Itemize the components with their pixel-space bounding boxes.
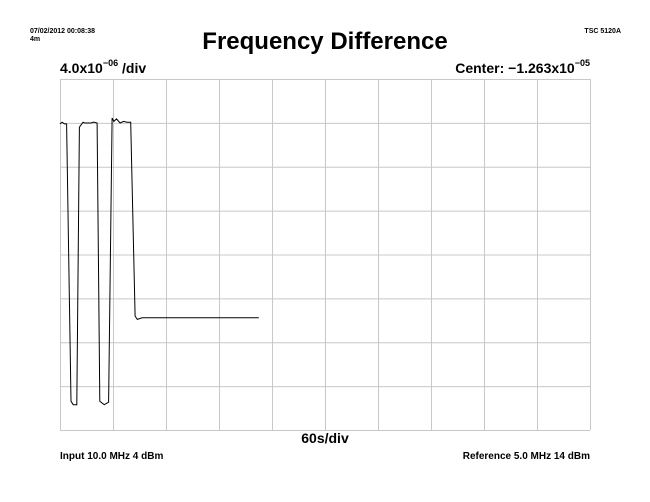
span-label: 4m (30, 36, 41, 43)
horizontal-scale: 60s/div (301, 430, 349, 446)
timestamp: 07/02/2012 00:08:38 (30, 28, 95, 35)
instrument-model: TSC 5120A (584, 28, 621, 35)
reference-info: Reference 5.0 MHz 14 dBm (462, 451, 590, 462)
chart-title: Frequency Difference (202, 28, 448, 55)
center-value: Center: −1.263x10−05 (455, 58, 590, 76)
vertical-scale-exponent: −06 (102, 58, 119, 68)
input-info: Input 10.0 MHz 4 dBm (60, 451, 164, 462)
frequency-trace (59, 117, 259, 406)
center-mantissa: −1.263x10 (508, 60, 575, 76)
vertical-scale: 4.0x10−06 /div (60, 58, 147, 76)
vertical-scale-mantissa: 4.0x10 (60, 60, 103, 76)
center-label: Center: (455, 60, 509, 76)
grid (60, 79, 591, 431)
center-exponent: −05 (574, 58, 590, 68)
vertical-scale-unit: /div (118, 60, 147, 76)
